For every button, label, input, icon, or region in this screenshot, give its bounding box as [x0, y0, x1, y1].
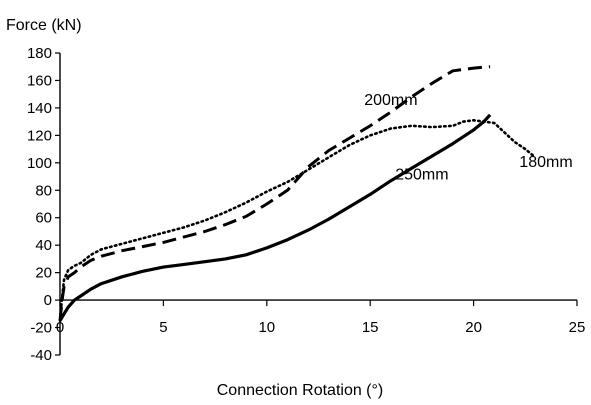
x-tick-label: 5: [159, 319, 167, 336]
series-line-250mm: [58, 113, 492, 322]
series-line-180mm: [58, 119, 535, 322]
x-tick-label: 15: [362, 319, 379, 336]
series-label-250mm: 250mm: [395, 166, 448, 183]
y-tick-label: 140: [27, 100, 52, 117]
y-tick-label: 180: [27, 45, 52, 62]
y-tick-label: 60: [35, 210, 52, 227]
x-tick-label: 10: [258, 319, 275, 336]
series-layer: [58, 65, 535, 322]
series-label-200mm: 200mm: [364, 92, 417, 109]
y-tick-label: 40: [35, 237, 52, 254]
y-tick-label: 20: [35, 265, 52, 282]
x-axis-title: Connection Rotation (°): [217, 382, 383, 399]
y-tick-label: 120: [27, 127, 52, 144]
y-axis-title: Force (kN): [6, 17, 82, 34]
y-tick-label: 80: [35, 182, 52, 199]
y-axis-ticks: -40 -20 0 20 40 60 80 100 120 140 160 180: [27, 45, 60, 364]
y-tick-label: 0: [44, 292, 52, 309]
y-tick-label: -40: [30, 347, 52, 364]
y-tick-label: -20: [30, 320, 52, 337]
x-tick-label: 20: [465, 319, 482, 336]
y-tick-label: 100: [27, 155, 52, 172]
y-tick-label: 160: [27, 72, 52, 89]
x-tick-label: 25: [569, 319, 586, 336]
series-labels: 200mm 180mm 250mm: [364, 92, 572, 183]
series-label-180mm: 180mm: [519, 154, 572, 171]
series-line-200mm: [58, 65, 491, 321]
